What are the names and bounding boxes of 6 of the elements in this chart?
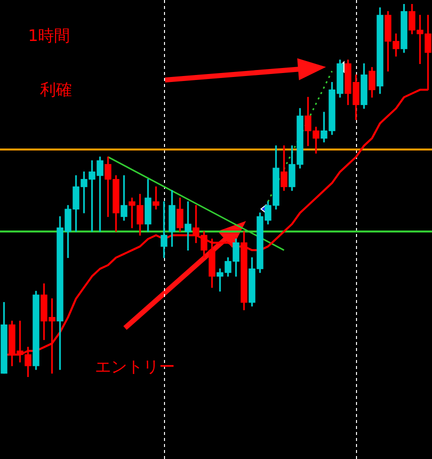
candlestick xyxy=(184,201,192,251)
candlestick xyxy=(160,201,168,258)
annotation: 1時間 xyxy=(28,26,70,47)
candlestick xyxy=(152,186,160,210)
annotation: エントリー xyxy=(95,357,175,378)
annotation: 利確 xyxy=(40,80,72,101)
